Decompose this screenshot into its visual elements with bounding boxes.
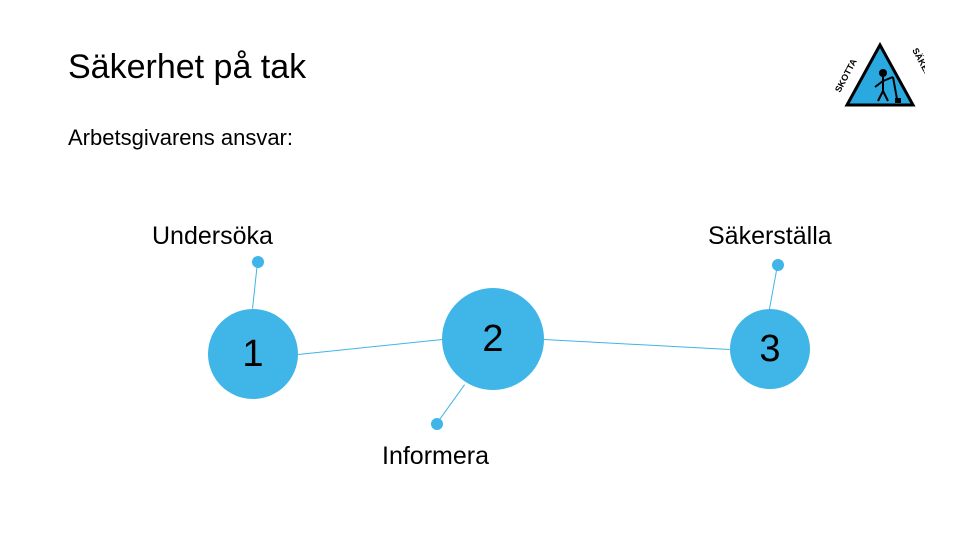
step-node-2: 2	[442, 288, 544, 390]
connector-line	[298, 339, 442, 355]
svg-text:SÄKERT!: SÄKERT!	[910, 46, 925, 86]
page-title-text: Säkerhet på tak	[68, 48, 306, 86]
step-node-1: 1	[208, 309, 298, 399]
step-label-sakerstalla: Säkerställa	[708, 222, 832, 251]
step-node-2-label: 2	[482, 318, 503, 361]
connector-line	[252, 262, 258, 309]
step-label-undersoka: Undersöka	[152, 222, 273, 251]
step-node-3-label: 3	[759, 328, 780, 371]
connector-line	[436, 384, 465, 424]
subtitle-text: Arbetsgivarens ansvar:	[68, 125, 293, 150]
connector-line	[769, 265, 778, 309]
subtitle: Arbetsgivarens ansvar:	[68, 125, 293, 151]
connector-dot	[252, 256, 264, 268]
connector-line	[544, 339, 730, 350]
step-label-text: Informera	[382, 442, 489, 470]
step-label-text: Undersöka	[152, 222, 273, 250]
warning-triangle-icon: SKOTTA SÄKERT!	[830, 38, 925, 118]
connector-dot	[772, 259, 784, 271]
step-node-1-label: 1	[242, 333, 263, 376]
step-node-3: 3	[730, 309, 810, 389]
logo-skotta-sakert: SKOTTA SÄKERT!	[830, 38, 925, 123]
step-label-informera: Informera	[382, 442, 489, 471]
slide: Säkerhet på tak Arbetsgivarens ansvar: 1…	[0, 0, 960, 540]
step-label-text: Säkerställa	[708, 222, 832, 250]
connector-dot	[431, 418, 443, 430]
page-title: Säkerhet på tak	[68, 48, 306, 87]
